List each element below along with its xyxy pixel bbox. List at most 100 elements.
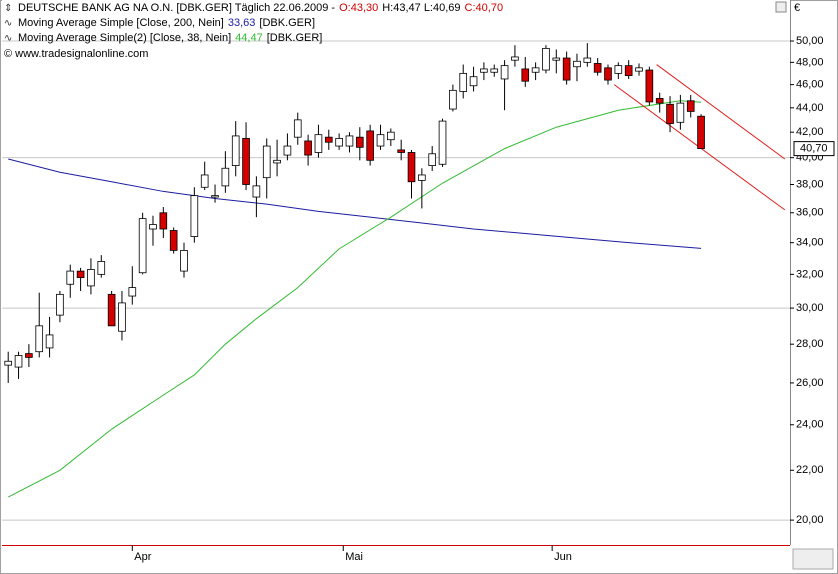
y-tick-label: 50,00 <box>796 35 824 47</box>
moving-average-line <box>8 158 702 249</box>
candle-body <box>138 218 147 274</box>
candle-body <box>407 152 416 183</box>
window-button[interactable] <box>775 1 787 13</box>
candle-body <box>593 63 602 73</box>
icon: ∿ <box>4 18 13 29</box>
plot-area <box>2 0 790 545</box>
candle-body <box>604 67 612 81</box>
candle-body <box>355 136 364 148</box>
candle-body <box>366 130 374 161</box>
candle-body <box>511 56 519 61</box>
candle-body <box>87 269 95 287</box>
candle-body <box>500 65 509 80</box>
legend-value: 44,47 <box>235 32 263 44</box>
candle-body <box>66 270 75 285</box>
y-tick-label: 28,00 <box>796 338 824 350</box>
icon: ⇕ <box>4 3 13 14</box>
candle-body <box>438 120 447 165</box>
candle-body <box>676 102 685 123</box>
y-tick-label: 38,00 <box>796 178 824 190</box>
last-price-label: 40,70 <box>800 143 828 155</box>
candle-body <box>686 100 695 112</box>
y-tick-label: 30,00 <box>796 302 824 314</box>
candle-body <box>542 47 550 71</box>
candle-body <box>387 131 395 141</box>
candle-body <box>159 212 168 230</box>
candle-body <box>418 174 426 181</box>
y-tick-label: 32,00 <box>796 268 824 280</box>
y-tick-label: 46,00 <box>796 79 824 91</box>
y-tick-label: 34,00 <box>796 237 824 249</box>
currency: € <box>794 2 800 14</box>
y-tick-label: 22,00 <box>796 464 824 476</box>
candle-body <box>169 230 178 251</box>
candle-body <box>45 334 54 349</box>
candle-body <box>531 67 540 73</box>
candle-body <box>97 261 106 275</box>
y-tick-label: 26,00 <box>796 377 824 389</box>
candle-body <box>335 138 343 147</box>
candle-body <box>25 353 33 358</box>
candle-body <box>614 65 623 74</box>
candle-body <box>697 115 705 150</box>
candle-body <box>552 57 561 61</box>
candle-body <box>283 145 292 156</box>
candle-body <box>314 134 323 153</box>
candle-body <box>304 140 312 156</box>
candle-body <box>149 224 157 230</box>
candle-body <box>4 360 13 366</box>
candle-body <box>128 287 137 297</box>
legend-name: Moving Average Simple(2) [Close, 38, Nei… <box>18 32 232 44</box>
candle-body <box>459 72 468 92</box>
candle-body <box>252 185 261 198</box>
y-tick-label: 48,00 <box>796 56 824 68</box>
trend-channel-line <box>656 64 786 160</box>
candle-body <box>76 270 85 279</box>
candle-body <box>118 302 126 332</box>
close-label: C:40,70 <box>464 2 504 14</box>
legend-source: [DBK.GER] <box>266 32 323 44</box>
y-tick-label: 36,00 <box>796 207 824 219</box>
candle-body <box>231 135 240 166</box>
candle-body <box>345 135 354 147</box>
legend-line: ∿ Moving Average Simple(2) [Close, 38, Ne… <box>4 31 326 46</box>
legend-line: ∿ Moving Average Simple [Close, 200, Nein… <box>4 16 319 31</box>
y-tick-label: 24,00 <box>796 419 824 431</box>
legend-name: Moving Average Simple [Close, 200, Nein] <box>18 17 224 29</box>
candle-body <box>449 89 457 110</box>
candle-body <box>428 153 437 166</box>
candle-body <box>14 355 23 368</box>
candle-body <box>376 134 385 147</box>
y-tick-label: 42,00 <box>796 126 824 138</box>
x-tick-label: Jun <box>554 551 572 563</box>
candle-body <box>262 145 271 179</box>
corner-box <box>792 548 834 570</box>
candle-body <box>645 69 654 103</box>
candle-body <box>573 60 581 68</box>
candle-body <box>221 167 230 187</box>
candle-body <box>200 174 209 188</box>
icon: ∿ <box>4 33 13 44</box>
x-tick-label: Mai <box>345 551 363 563</box>
candle-body <box>107 293 116 327</box>
copyright: © www.tradesignalonline.com <box>4 48 149 60</box>
candle-body <box>293 119 302 138</box>
candle-body <box>56 293 64 316</box>
candle-body <box>397 149 405 153</box>
candle-body <box>480 68 488 73</box>
candle-body <box>35 325 44 353</box>
candle-body <box>242 138 250 185</box>
candle-body <box>624 65 633 76</box>
y-tick-label: 20,00 <box>796 514 824 526</box>
legend-value: 33,63 <box>227 17 256 29</box>
copyright-line: © www.tradesignalonline.com <box>4 47 152 61</box>
candle-body <box>583 57 592 63</box>
moving-average-line <box>7 100 702 498</box>
header-title: DEUTSCHE BANK AG NA O.N. [DBK.GER] Tägli… <box>18 2 336 14</box>
candle-body <box>180 250 188 272</box>
x-tick-label: Apr <box>134 551 151 563</box>
candle-body <box>635 67 643 72</box>
candle-body <box>562 57 571 81</box>
